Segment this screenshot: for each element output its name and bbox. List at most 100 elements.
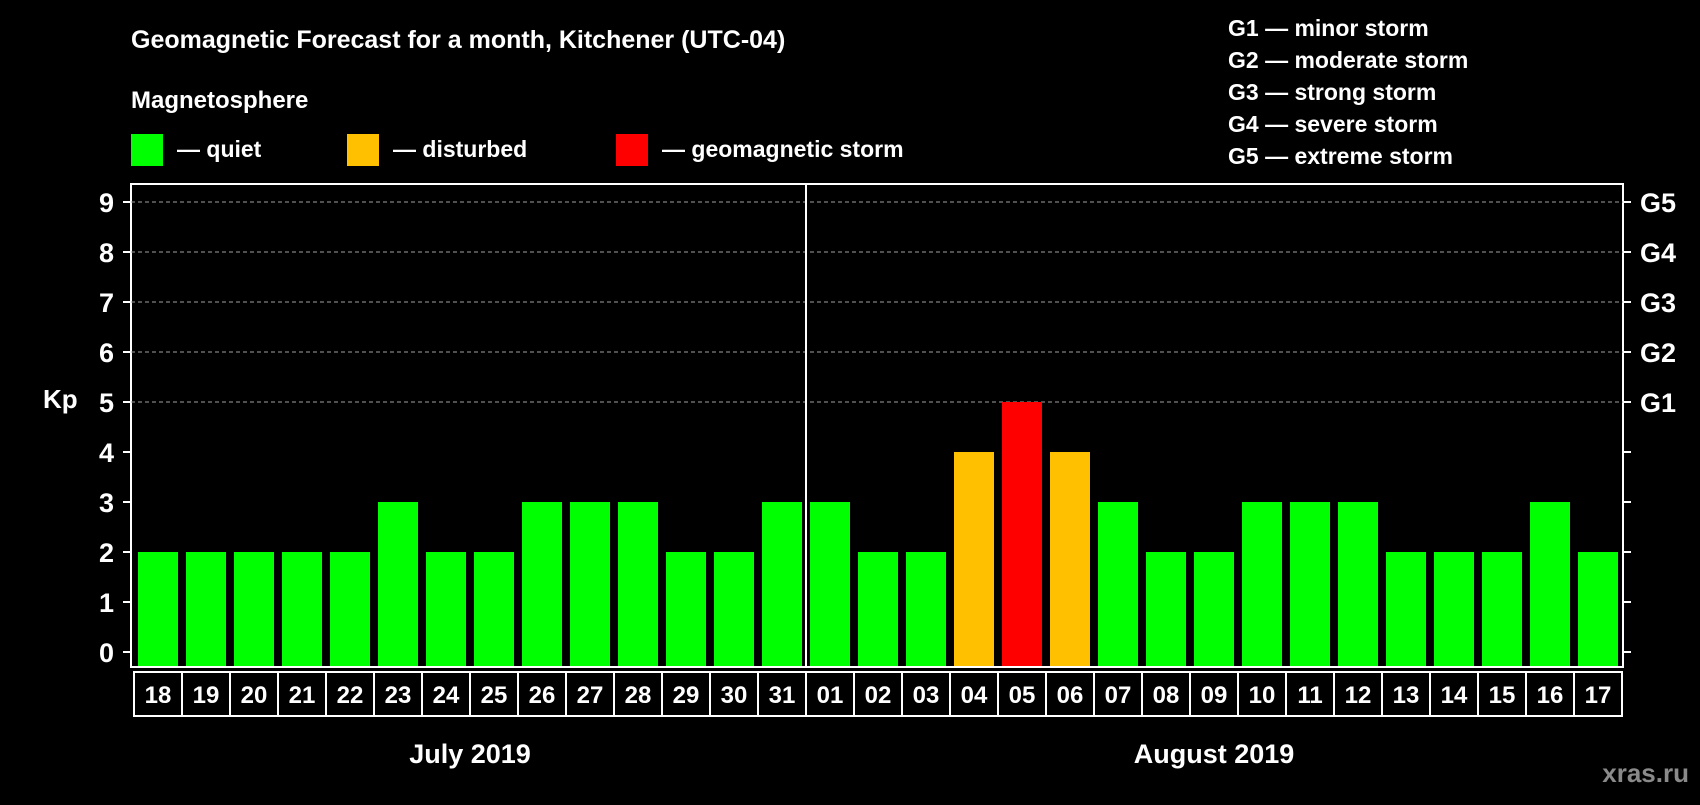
legend-swatch bbox=[616, 134, 648, 166]
bar-24 bbox=[426, 552, 466, 666]
storm-scale-item: G3 — strong storm bbox=[1228, 79, 1436, 105]
date-cell bbox=[1237, 671, 1287, 717]
legend-label: — quiet bbox=[177, 136, 262, 162]
storm-scale-item: G1 — minor storm bbox=[1228, 15, 1429, 41]
bar-12 bbox=[1338, 502, 1378, 666]
date-cell bbox=[373, 671, 423, 717]
x-tick-label: 09 bbox=[1201, 682, 1228, 709]
x-tick-label: 17 bbox=[1585, 682, 1612, 709]
x-tick-label: 02 bbox=[865, 682, 892, 709]
bar-06 bbox=[1050, 452, 1090, 666]
bar-29 bbox=[666, 552, 706, 666]
date-cell bbox=[709, 671, 759, 717]
y-axis-label: Kp bbox=[43, 384, 78, 414]
bar-17 bbox=[1578, 552, 1618, 666]
bar-03 bbox=[906, 552, 946, 666]
chart-title: Geomagnetic Forecast for a month, Kitche… bbox=[131, 26, 785, 54]
date-cell bbox=[469, 671, 519, 717]
bar-07 bbox=[1098, 502, 1138, 666]
x-tick-label: 16 bbox=[1537, 682, 1564, 709]
x-tick-label: 04 bbox=[961, 682, 988, 709]
x-tick-label: 08 bbox=[1153, 682, 1180, 709]
date-cell bbox=[853, 671, 903, 717]
bar-04 bbox=[954, 452, 994, 666]
legend: — quiet — disturbed — geomagnetic storm bbox=[131, 134, 904, 166]
bar-13 bbox=[1386, 552, 1426, 666]
date-cell bbox=[901, 671, 951, 717]
storm-scale-item: G2 — moderate storm bbox=[1228, 47, 1468, 73]
plot-frame bbox=[130, 183, 1624, 668]
date-cell bbox=[1429, 671, 1479, 717]
bar-18 bbox=[138, 552, 178, 666]
storm-scale-item: G5 — extreme storm bbox=[1228, 143, 1453, 169]
x-tick-label: 01 bbox=[817, 682, 844, 709]
y-tick-label: 0 bbox=[99, 638, 114, 668]
bar-14 bbox=[1434, 552, 1474, 666]
bar-09 bbox=[1194, 552, 1234, 666]
date-cell bbox=[757, 671, 807, 717]
x-tick-label: 23 bbox=[385, 682, 412, 709]
y-tick-label: 3 bbox=[99, 488, 114, 518]
g-scale-label: G1 bbox=[1640, 388, 1676, 418]
date-cell bbox=[1285, 671, 1335, 717]
x-tick-label: 29 bbox=[673, 682, 700, 709]
bar-11 bbox=[1290, 502, 1330, 666]
date-cell bbox=[1573, 671, 1623, 717]
bar-27 bbox=[570, 502, 610, 666]
date-cell bbox=[229, 671, 279, 717]
g-scale-label: G5 bbox=[1640, 188, 1676, 218]
x-tick-label: 25 bbox=[481, 682, 508, 709]
x-tick-label: 12 bbox=[1345, 682, 1372, 709]
y-tick-label: 7 bbox=[99, 288, 114, 318]
date-cell bbox=[133, 671, 183, 717]
y-tick-label: 5 bbox=[99, 388, 114, 418]
watermark: xras.ru bbox=[1602, 758, 1689, 788]
x-tick-label: 03 bbox=[913, 682, 940, 709]
x-tick-label: 30 bbox=[721, 682, 748, 709]
g-scale-label: G4 bbox=[1640, 238, 1676, 268]
x-tick-label: 19 bbox=[193, 682, 220, 709]
x-tick-label: 13 bbox=[1393, 682, 1420, 709]
y-tick-label: 8 bbox=[99, 238, 114, 268]
bar-22 bbox=[330, 552, 370, 666]
date-cell bbox=[613, 671, 663, 717]
y-tick-label: 1 bbox=[99, 588, 114, 618]
x-tick-label: 10 bbox=[1249, 682, 1276, 709]
date-cell bbox=[1093, 671, 1143, 717]
bar-20 bbox=[234, 552, 274, 666]
date-cell bbox=[1525, 671, 1575, 717]
bar-01 bbox=[810, 502, 850, 666]
legend-swatch bbox=[347, 134, 379, 166]
x-tick-label: 28 bbox=[625, 682, 652, 709]
x-tick-label: 24 bbox=[433, 682, 460, 709]
bar-16 bbox=[1530, 502, 1570, 666]
bar-31 bbox=[762, 502, 802, 666]
storm-scale-legend: G1 — minor storm G2 — moderate storm G3 — … bbox=[1228, 15, 1468, 169]
bar-15 bbox=[1482, 552, 1522, 666]
x-tick-label: 11 bbox=[1297, 682, 1322, 709]
month-label: August 2019 bbox=[1134, 739, 1295, 769]
legend-label: — disturbed bbox=[393, 136, 527, 162]
x-tick-label: 05 bbox=[1009, 682, 1036, 709]
bar-19 bbox=[186, 552, 226, 666]
storm-scale-item: G4 — severe storm bbox=[1228, 111, 1438, 137]
bar-26 bbox=[522, 502, 562, 666]
g-scale-label: G2 bbox=[1640, 338, 1676, 368]
bar-30 bbox=[714, 552, 754, 666]
x-tick-label: 27 bbox=[577, 682, 604, 709]
g-scale-label: G3 bbox=[1640, 288, 1676, 318]
x-tick-label: 31 bbox=[769, 682, 796, 709]
x-tick-label: 18 bbox=[145, 682, 172, 709]
x-tick-label: 20 bbox=[241, 682, 268, 709]
legend-swatch bbox=[131, 134, 163, 166]
date-cell bbox=[517, 671, 567, 717]
y-tick-label: 4 bbox=[99, 438, 114, 468]
date-cell bbox=[997, 671, 1047, 717]
x-tick-label: 06 bbox=[1057, 682, 1084, 709]
month-label: July 2019 bbox=[409, 739, 531, 769]
date-cell bbox=[1333, 671, 1383, 717]
date-cell bbox=[949, 671, 999, 717]
x-tick-label: 26 bbox=[529, 682, 556, 709]
